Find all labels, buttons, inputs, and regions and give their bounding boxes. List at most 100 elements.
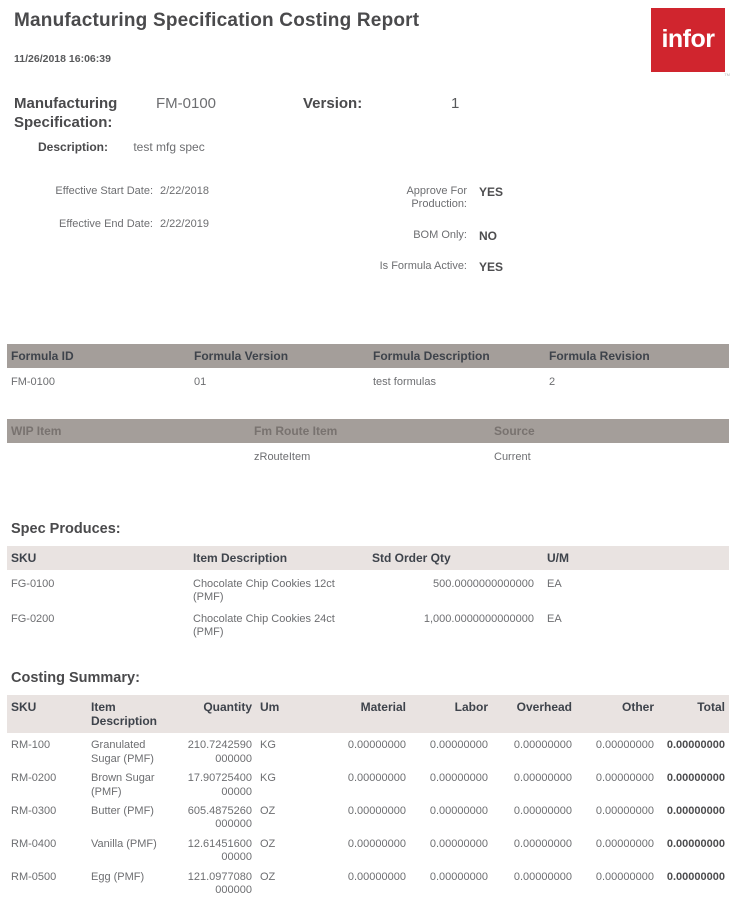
table-row: zRouteItem Current [7, 443, 729, 464]
item-description-cell: Butter (PMF) [91, 805, 154, 818]
total-cell: 0.00000000 [666, 772, 725, 785]
description-row: Description: test mfg spec [7, 140, 729, 154]
other-cell: 0.00000000 [595, 805, 654, 818]
formula-version-header: Formula Version [190, 344, 369, 369]
quantity-header: Quantity [179, 694, 256, 734]
quantity-cell: 12.6145160000000 [187, 837, 252, 864]
effective-start-date-value: 2/22/2018 [160, 184, 209, 197]
spec-fields-right: Approve For Production: YES BOM Only: NO… [353, 185, 729, 292]
costing-summary-header: SKU Item Description Quantity Um Materia… [7, 694, 729, 734]
wip-item-cell [7, 443, 250, 464]
material-cell: 0.00000000 [347, 805, 406, 818]
is-formula-active-field: Is Formula Active: YES [353, 260, 729, 274]
formula-table-header: Formula ID Formula Version Formula Descr… [7, 344, 729, 369]
total-cell: 0.00000000 [666, 805, 725, 818]
item-description-cell: Brown Sugar (PMF) [91, 772, 155, 798]
description-value: test mfg spec [133, 139, 205, 154]
std-order-qty-cell: 500.0000000000000 [433, 577, 534, 590]
effective-start-date-label: Effective Start Date: [55, 184, 153, 197]
item-description-header: Item Description [189, 545, 368, 570]
description-label: Description: [38, 139, 109, 154]
spec-id-row: Manufacturing Specification: FM-0100 Ver… [7, 95, 729, 133]
quantity-cell: 121.0977080000000 [187, 870, 252, 897]
formula-id-cell: FM-0100 [11, 376, 56, 389]
total-cell: 0.00000000 [666, 837, 725, 850]
total-cell: 0.00000000 [666, 739, 725, 752]
labor-cell: 0.00000000 [429, 805, 488, 818]
overhead-cell: 0.00000000 [513, 739, 572, 752]
effective-end-date-value: 2/22/2019 [160, 218, 209, 231]
page-title: Manufacturing Specification Costing Repo… [14, 10, 420, 31]
version-value: 1 [451, 95, 460, 112]
formula-id-header: Formula ID [7, 344, 190, 369]
um-header: Um [256, 694, 320, 734]
sku-cell: RM-0500 [11, 870, 57, 883]
other-cell: 0.00000000 [595, 772, 654, 785]
table-row: RM-100 Granulated Sugar (PMF) 210.724259… [7, 733, 729, 766]
um-cell: KG [260, 772, 276, 785]
other-header: Other [576, 694, 658, 734]
item-description-cell: Egg (PMF) [91, 870, 145, 883]
labor-cell: 0.00000000 [429, 772, 488, 785]
approve-for-production-label: Approve For Production: [406, 184, 467, 211]
table-row: RM-0300 Butter (PMF) 605.4875260000000 O… [7, 799, 729, 832]
sku-cell: RM-0400 [11, 837, 57, 850]
um-cell: KG [260, 739, 276, 752]
labor-cell: 0.00000000 [429, 837, 488, 850]
formula-table: Formula ID Formula Version Formula Descr… [7, 344, 729, 390]
item-description-cell: Granulated Sugar (PMF) [91, 739, 154, 765]
sku-cell: FG-0200 [11, 612, 55, 625]
total-header: Total [658, 694, 729, 734]
trademark-symbol: TM [724, 72, 730, 77]
um-cell: OZ [260, 870, 276, 883]
std-order-qty-header: Std Order Qty [368, 545, 538, 570]
formula-description-header: Formula Description [369, 344, 545, 369]
wip-item-header: WIP Item [7, 418, 250, 444]
material-cell: 0.00000000 [347, 739, 406, 752]
item-description-header: Item Description [87, 694, 179, 734]
total-cell: 0.00000000 [666, 870, 725, 883]
spec-produces-table: SKU Item Description Std Order Qty U/M F… [7, 545, 729, 640]
is-formula-active-label: Is Formula Active: [379, 260, 467, 272]
infor-logo-box: infor [651, 8, 725, 72]
sku-cell: FG-0100 [11, 577, 55, 590]
overhead-header: Overhead [492, 694, 576, 734]
um-cell: OZ [260, 805, 276, 818]
report-timestamp: 11/26/2018 16:06:39 [14, 53, 111, 65]
spec-produces-header: SKU Item Description Std Order Qty U/M [7, 545, 729, 570]
report-page: Manufacturing Specification Costing Repo… [7, 0, 730, 896]
table-row: RM-0200 Brown Sugar (PMF) 17.90725400000… [7, 766, 729, 799]
overhead-cell: 0.00000000 [513, 772, 572, 785]
table-row: RM-0400 Vanilla (PMF) 12.6145160000000 O… [7, 832, 729, 865]
item-description-cell: Vanilla (PMF) [91, 837, 157, 850]
fm-route-item-cell: zRouteItem [254, 451, 311, 464]
formula-version-cell: 01 [194, 376, 207, 389]
material-cell: 0.00000000 [347, 772, 406, 785]
material-cell: 0.00000000 [347, 870, 406, 883]
table-row: RM-0500 Egg (PMF) 121.0977080000000 OZ 0… [7, 865, 729, 897]
effective-start-date-field: Effective Start Date: 2/22/2018 [7, 185, 353, 199]
overhead-cell: 0.00000000 [513, 805, 572, 818]
um-cell: EA [547, 612, 562, 625]
infor-logo: infor TM [649, 0, 730, 77]
table-row: FM-0100 01 test formulas 2 [7, 368, 729, 389]
sku-cell: RM-100 [11, 739, 51, 752]
other-cell: 0.00000000 [595, 837, 654, 850]
version-label: Version: [303, 95, 363, 112]
other-cell: 0.00000000 [595, 870, 654, 883]
effective-end-date-label: Effective End Date: [59, 218, 153, 231]
std-order-qty-cell: 1,000.0000000000000 [423, 612, 534, 625]
source-header: Source [490, 418, 729, 444]
formula-revision-header: Formula Revision [545, 344, 729, 369]
sku-header: SKU [7, 545, 189, 570]
formula-revision-cell: 2 [549, 376, 556, 389]
table-row: FG-0200 Chocolate Chip Cookies 24ct (PMF… [7, 605, 729, 640]
source-cell: Current [494, 451, 531, 464]
infor-logo-text: infor [661, 24, 715, 53]
um-header: U/M [538, 545, 729, 570]
spec-fields-left: Effective Start Date: 2/22/2018 Effectiv… [7, 185, 353, 292]
wip-table-header: WIP Item Fm Route Item Source [7, 418, 729, 444]
formula-description-cell: test formulas [373, 376, 436, 389]
labor-header: Labor [410, 694, 492, 734]
overhead-cell: 0.00000000 [513, 870, 572, 883]
